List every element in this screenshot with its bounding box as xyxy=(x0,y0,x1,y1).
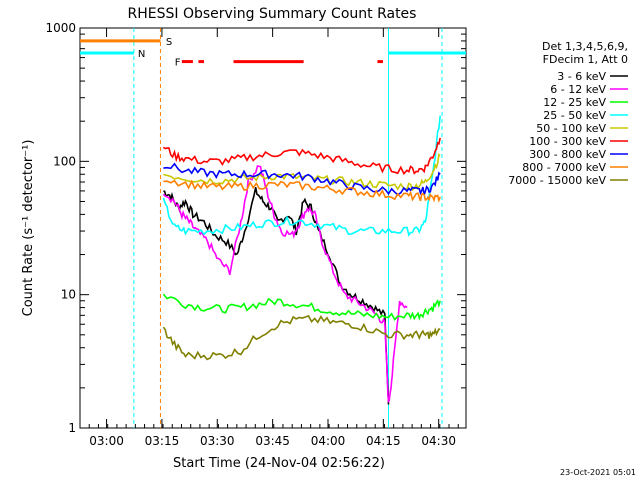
legend-label-2: 12 - 25 keV xyxy=(543,96,606,109)
x-axis-label: Start Time (24-Nov-04 02:56:22) xyxy=(173,456,385,471)
series-line-4 xyxy=(163,153,441,192)
legend-header-decimation: FDecim 1, Att 0 xyxy=(543,53,628,66)
x-tick-label: 04:00 xyxy=(311,434,346,448)
legend-label-1: 6 - 12 keV xyxy=(550,83,606,96)
legend-label-3: 25 - 50 keV xyxy=(543,109,606,122)
chart-title: RHESSI Observing Summary Count Rates xyxy=(128,6,417,22)
x-tick-label: 04:30 xyxy=(421,434,456,448)
annotation-label-s: S xyxy=(166,37,172,48)
legend-label-7: 800 - 7000 keV xyxy=(522,161,606,174)
series-line-3 xyxy=(162,115,441,237)
x-tick-label: 04:15 xyxy=(366,434,401,448)
x-tick-label: 03:45 xyxy=(255,434,290,448)
series-line-2 xyxy=(162,293,441,321)
legend-label-5: 100 - 300 keV xyxy=(529,135,606,148)
series-line-6 xyxy=(163,162,441,196)
y-tick-label: 10 xyxy=(61,288,76,302)
annotation-label-f: F xyxy=(175,58,181,69)
series-line-5 xyxy=(162,137,441,175)
x-tick-label: 03:15 xyxy=(145,434,180,448)
x-tick-label: 03:30 xyxy=(200,434,235,448)
x-tick-label: 03:00 xyxy=(89,434,124,448)
series-line-0 xyxy=(163,187,390,405)
legend-label-0: 3 - 6 keV xyxy=(557,70,606,83)
legend-header-detectors: Det 1,3,4,5,6,9, xyxy=(542,40,628,53)
annotation-label-n: N xyxy=(138,49,145,60)
legend-label-6: 300 - 800 keV xyxy=(529,148,606,161)
y-tick-label: 100 xyxy=(53,154,76,168)
y-axis-label: Count Rate (s⁻¹ detector⁻¹) xyxy=(21,140,36,317)
y-tick-label: 1 xyxy=(68,421,76,435)
series-line-7 xyxy=(163,179,441,203)
series-line-8 xyxy=(162,314,441,361)
y-tick-label: 1000 xyxy=(45,21,76,35)
legend-label-4: 50 - 100 keV xyxy=(536,122,606,135)
series-line-1 xyxy=(162,165,408,404)
legend-label-8: 7000 - 15000 keV xyxy=(508,174,606,187)
generation-timestamp: 23-Oct-2021 05:01 xyxy=(560,468,636,477)
